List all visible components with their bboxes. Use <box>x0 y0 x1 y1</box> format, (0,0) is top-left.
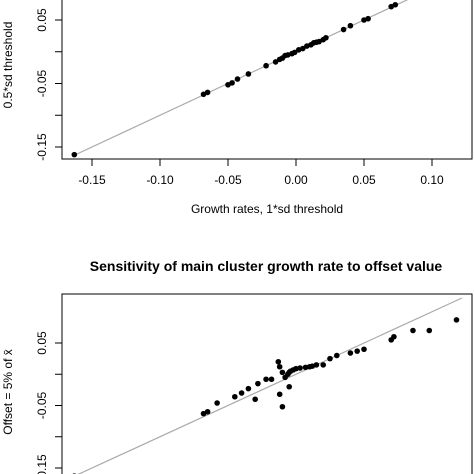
data-point <box>282 374 288 381</box>
data-point <box>347 350 354 356</box>
data-point <box>252 396 258 403</box>
data-point <box>245 71 252 77</box>
data-point <box>286 383 293 390</box>
data-point <box>245 385 252 392</box>
y-axis-label-bottom: Offset = 5% of x̄ <box>1 349 15 435</box>
data-point <box>229 80 235 86</box>
data-point <box>302 364 309 371</box>
plot-frame-top <box>61 0 473 160</box>
data-point <box>214 400 220 406</box>
data-point <box>279 369 286 376</box>
x-axis-label-top: Growth rates, 1*sd threshold <box>191 202 343 216</box>
data-point <box>204 89 211 96</box>
data-point <box>234 76 241 82</box>
data-point <box>255 380 261 387</box>
x-tick-label: -0.05 <box>214 173 242 187</box>
data-point <box>323 34 329 41</box>
data-point <box>327 355 333 362</box>
reference-line-bottom <box>77 297 463 474</box>
x-tick-label: 0.00 <box>284 173 308 187</box>
y-tick-label: 0.05 <box>35 8 49 32</box>
data-point <box>365 15 371 22</box>
x-tick-label: 0.05 <box>352 173 376 187</box>
x-tick-label: 0.10 <box>420 173 444 187</box>
reference-line-top <box>74 0 409 156</box>
data-point <box>300 45 306 52</box>
y-tick-label: -0.05 <box>35 392 49 420</box>
data-point <box>347 22 354 29</box>
data-point <box>276 363 283 370</box>
data-point <box>268 376 275 383</box>
data-point <box>291 49 298 56</box>
data-point <box>392 1 399 8</box>
x-tick-label: -0.15 <box>78 173 106 187</box>
data-point <box>232 393 238 400</box>
data-point <box>453 317 460 323</box>
chart-title-bottom: Sensitivity of main cluster growth rate … <box>90 258 443 274</box>
data-point <box>320 362 327 368</box>
data-point <box>426 327 433 334</box>
y-tick-label: 0.05 <box>35 331 49 355</box>
data-point <box>388 337 395 343</box>
data-point <box>71 151 78 158</box>
data-point <box>272 59 279 65</box>
data-point <box>238 390 245 396</box>
data-point <box>354 348 361 354</box>
y-tick-label: -0.15 <box>35 133 49 161</box>
y-axis-label-top: 0.5*sd threshold <box>1 22 15 109</box>
data-point <box>263 376 269 383</box>
x-tick-label: -0.10 <box>146 173 174 187</box>
y-tick-label: -0.15 <box>35 454 49 474</box>
data-point <box>263 62 269 69</box>
data-point <box>410 327 416 334</box>
y-tick-label: -0.05 <box>35 70 49 98</box>
data-point <box>275 358 282 365</box>
data-point <box>334 352 340 359</box>
data-point <box>200 410 207 417</box>
data-point <box>276 391 283 398</box>
plot-frame-bottom <box>61 293 473 474</box>
data-point <box>279 403 286 410</box>
panel-top: -0.15 -0.10 -0.05 0.00 0.05 0.10 -0.15 -0.05 0.… <box>1 0 473 216</box>
panel-bottom: Sensitivity of main cluster growth rate … <box>1 258 473 474</box>
data-point <box>361 346 367 353</box>
data-point <box>340 26 347 33</box>
